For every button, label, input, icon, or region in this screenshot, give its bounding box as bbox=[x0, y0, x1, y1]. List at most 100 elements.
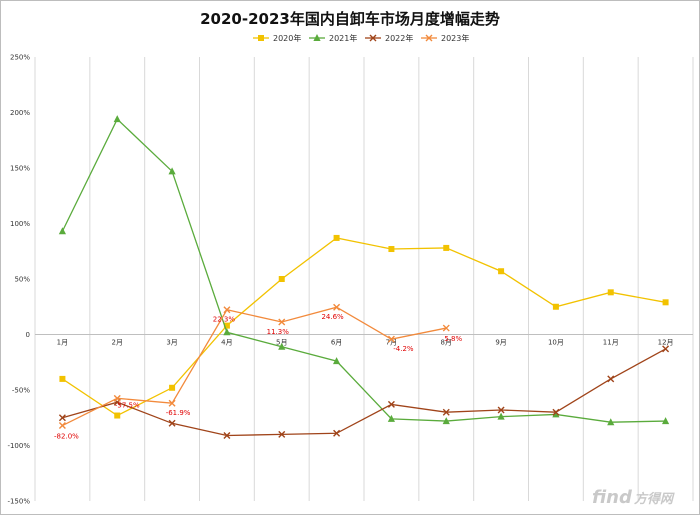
data-point bbox=[59, 375, 66, 382]
data-point bbox=[552, 410, 560, 418]
y-tick-label: 100% bbox=[10, 220, 30, 228]
x-tick-label: 12月 bbox=[658, 339, 674, 347]
x-tick-label: 11月 bbox=[603, 339, 619, 347]
series-line bbox=[62, 237, 666, 417]
series-1 bbox=[59, 234, 669, 419]
data-point bbox=[223, 306, 231, 314]
data-point bbox=[332, 357, 341, 365]
grid-lines bbox=[34, 57, 694, 501]
data-point bbox=[278, 318, 286, 326]
legend-label: 2023年 bbox=[441, 33, 469, 43]
chart-legend: 2020年 2021年 2022年 2023年 bbox=[253, 33, 469, 43]
data-point bbox=[662, 299, 669, 306]
data-point bbox=[497, 412, 505, 420]
data-point bbox=[113, 394, 121, 402]
data-point bbox=[168, 419, 176, 427]
y-tick-label: 200% bbox=[10, 109, 30, 117]
data-point bbox=[497, 406, 505, 414]
x-tick-label: 8月 bbox=[441, 339, 452, 347]
y-tick-label: -150% bbox=[7, 498, 30, 506]
data-point bbox=[442, 417, 450, 425]
series-4 bbox=[58, 303, 450, 430]
data-point bbox=[387, 400, 395, 408]
x-tick-label: 4月 bbox=[221, 339, 232, 347]
data-label: 24.6% bbox=[321, 313, 344, 321]
series-3 bbox=[58, 345, 670, 440]
data-point bbox=[607, 289, 614, 296]
data-label: -57.5% bbox=[115, 401, 140, 409]
x-tick-label: 6月 bbox=[331, 339, 342, 347]
data-point bbox=[552, 408, 560, 416]
data-point bbox=[58, 227, 67, 235]
data-labels: -82.0% -57.5% -61.9% 22.3% 11.3% 24.6% -4.2% 5.… bbox=[54, 313, 462, 440]
data-point bbox=[387, 335, 395, 343]
x-tick-label: 10月 bbox=[548, 339, 564, 347]
x-tick-label: 7月 bbox=[386, 339, 397, 347]
data-point bbox=[113, 115, 121, 123]
y-tick-label: -100% bbox=[7, 442, 30, 450]
x-tick-label: 9月 bbox=[495, 339, 506, 347]
data-point bbox=[333, 429, 341, 437]
y-tick-label: 0 bbox=[26, 331, 30, 339]
data-point bbox=[169, 384, 176, 391]
y-axis-ticks: 250% 200% 150% 100% 50% 0 -50% -100% -150% bbox=[7, 54, 30, 506]
x-tick-label: 1月 bbox=[57, 339, 68, 347]
series-layer bbox=[58, 115, 670, 440]
data-point bbox=[661, 417, 670, 425]
chart-title: 2020-2023年国内自卸车市场月度增幅走势 bbox=[200, 10, 500, 28]
data-point bbox=[552, 303, 559, 310]
data-point bbox=[369, 34, 377, 42]
legend-item: 2020年 bbox=[253, 33, 301, 43]
legend-item: 2023年 bbox=[421, 33, 469, 43]
data-point bbox=[333, 234, 340, 241]
x-tick-label: 3月 bbox=[166, 339, 177, 347]
data-point bbox=[388, 246, 395, 253]
series-line bbox=[62, 348, 666, 437]
data-label: -82.0% bbox=[54, 433, 79, 441]
watermark-logo: find 方得网 bbox=[592, 487, 675, 508]
data-point bbox=[333, 303, 341, 311]
data-label: -4.2% bbox=[393, 345, 414, 353]
data-point bbox=[442, 324, 450, 332]
data-point bbox=[114, 412, 121, 419]
data-point bbox=[258, 35, 264, 41]
x-tick-label: 2月 bbox=[112, 339, 123, 347]
data-point bbox=[662, 345, 670, 353]
data-point bbox=[223, 328, 231, 336]
data-label: -61.9% bbox=[166, 409, 191, 417]
legend-item: 2021年 bbox=[309, 33, 357, 43]
data-label: 11.3% bbox=[267, 328, 290, 336]
y-tick-label: 150% bbox=[10, 165, 30, 173]
data-point bbox=[223, 322, 230, 329]
y-tick-label: 50% bbox=[14, 276, 30, 284]
legend-item: 2022年 bbox=[365, 33, 413, 43]
data-point bbox=[223, 432, 231, 440]
data-point bbox=[498, 268, 505, 275]
series-line bbox=[62, 306, 447, 427]
series-line bbox=[61, 118, 666, 423]
data-point bbox=[58, 422, 66, 430]
data-point bbox=[278, 342, 286, 350]
x-axis-ticks: 1月 2月 3月 4月 5月 6月 7月 8月 9月 10月 11月 12月 bbox=[57, 339, 674, 347]
y-tick-label: -50% bbox=[12, 387, 30, 395]
data-point bbox=[442, 408, 450, 416]
legend-label: 2020年 bbox=[273, 33, 301, 43]
x-tick-label: 5月 bbox=[276, 339, 287, 347]
y-tick-label: 250% bbox=[10, 54, 30, 62]
data-point bbox=[387, 414, 396, 422]
series-2 bbox=[58, 115, 670, 426]
data-point bbox=[58, 414, 66, 422]
data-point bbox=[425, 34, 433, 42]
data-point bbox=[168, 167, 176, 175]
data-label: 5.8% bbox=[444, 335, 462, 343]
data-point bbox=[443, 244, 450, 251]
data-point bbox=[313, 34, 321, 41]
legend-label: 2022年 bbox=[385, 33, 413, 43]
data-label: 22.3% bbox=[213, 316, 236, 324]
data-point bbox=[607, 375, 615, 383]
watermark-suffix: 方得网 bbox=[634, 491, 675, 507]
legend-label: 2021年 bbox=[329, 33, 357, 43]
